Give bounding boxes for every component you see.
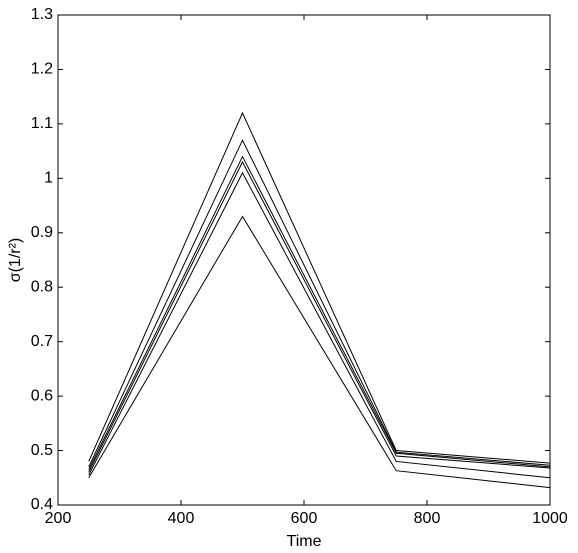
- y-tick-label: 1: [44, 170, 53, 187]
- x-axis-label: Time: [287, 533, 322, 550]
- y-tick-label: 1.3: [31, 6, 53, 23]
- line-series: [88, 139, 551, 468]
- y-tick-label: 0.9: [31, 224, 53, 241]
- x-tick-label: 600: [291, 510, 318, 527]
- x-tick-label: 800: [414, 510, 441, 527]
- y-tick-label: 0.6: [31, 387, 53, 404]
- plot-frame: [57, 14, 551, 506]
- line-series: [88, 160, 551, 473]
- x-tick-label: 400: [168, 510, 195, 527]
- y-tick-label: 0.7: [31, 333, 53, 350]
- line-series: [88, 111, 551, 464]
- y-tick-label: 0.8: [31, 278, 53, 295]
- y-tick-label: 0.4: [31, 496, 53, 513]
- line-series: [88, 171, 551, 479]
- y-axis-label: σ(1/r²): [7, 238, 24, 283]
- x-tick-label: 1000: [532, 510, 568, 527]
- y-tick-label: 1.1: [31, 115, 53, 132]
- x-tick-label: 200: [45, 510, 72, 527]
- line-series: [88, 215, 551, 489]
- y-tick-label: 1.2: [31, 61, 53, 78]
- line-series: [88, 155, 551, 470]
- y-tick-label: 0.5: [31, 442, 53, 459]
